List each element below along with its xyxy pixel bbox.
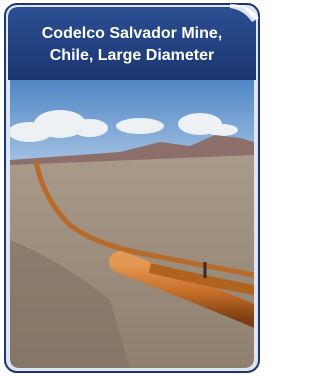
photo bbox=[8, 80, 264, 368]
title-line: Codelco Salvador Mine, bbox=[42, 25, 222, 42]
header bbox=[8, 7, 256, 80]
title-line: Chile, Large Diameter bbox=[50, 47, 215, 64]
card: Codelco Salvador Mine, Chile, Large Diam… bbox=[0, 0, 264, 376]
